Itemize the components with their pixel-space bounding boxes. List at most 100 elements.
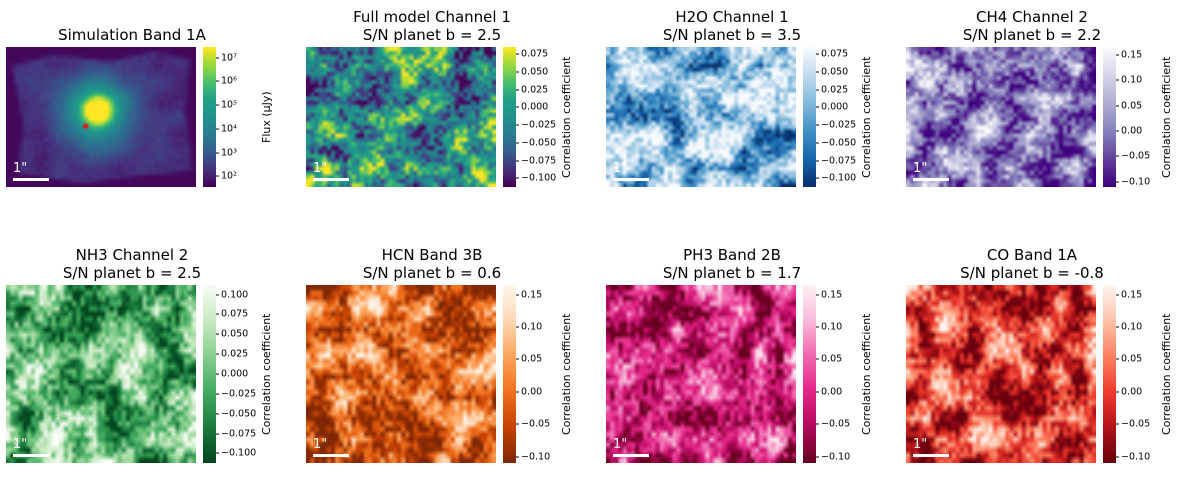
tick-mark bbox=[216, 452, 219, 454]
colorbar: 0.15 0.10 0.05 0.00 −0.05 −0.10 bbox=[803, 285, 860, 463]
tick-mark bbox=[516, 423, 519, 425]
tick-label: 0.050 bbox=[821, 66, 849, 78]
panel-h2o-channel-1: H2O Channel 1 S/N planet b = 3.5 1" 0.07… bbox=[600, 0, 900, 216]
heatmap: 1" bbox=[6, 285, 196, 463]
tick-label: −0.05 bbox=[821, 418, 851, 430]
panel-header: HCN Band 3B S/N planet b = 0.6 bbox=[306, 244, 558, 282]
tick-mark bbox=[516, 106, 519, 108]
panel-body: 1" 0.15 0.10 0.05 0.00 −0.05 −0.10 Correlatio… bbox=[906, 285, 1200, 463]
colorbar: 0.15 0.10 0.05 0.00 −0.05 −0.10 bbox=[503, 285, 560, 463]
tick-mark bbox=[1116, 294, 1119, 296]
colorbar-gradient bbox=[203, 285, 216, 463]
panel-full-model-channel-1: Full model Channel 1 S/N planet b = 2.5 … bbox=[300, 0, 600, 216]
heatmap-canvas bbox=[6, 47, 196, 187]
scalebar-label: 1" bbox=[913, 161, 928, 176]
colorbar-tick: 10³ bbox=[216, 147, 237, 158]
colorbar-label: Correlation coefficient bbox=[560, 56, 573, 178]
colorbar-tick: 0.025 bbox=[516, 84, 548, 95]
colorbar-tick: 0.050 bbox=[216, 329, 248, 340]
scalebar: 1" bbox=[913, 162, 949, 181]
heatmap: 1" bbox=[606, 47, 796, 187]
colorbar-tick: −0.025 bbox=[816, 120, 856, 131]
scalebar-line bbox=[313, 178, 349, 181]
tick-mark bbox=[1116, 326, 1119, 328]
colorbar-tick: 10⁵ bbox=[216, 100, 237, 111]
tick-mark bbox=[1116, 105, 1119, 107]
colorbar-tick: 0.100 bbox=[216, 289, 248, 300]
tick-mark bbox=[1116, 155, 1119, 157]
panel-co-band-1a: CO Band 1A S/N planet b = -0.8 1" 0.15 0.… bbox=[900, 216, 1200, 482]
tick-mark bbox=[1116, 423, 1119, 425]
tick-label: −0.075 bbox=[821, 155, 857, 167]
scalebar: 1" bbox=[613, 162, 649, 181]
tick-mark bbox=[816, 160, 819, 162]
colorbar-ticks: 0.15 0.10 0.05 0.00 −0.05 −0.10 bbox=[1116, 47, 1160, 187]
colorbar-tick: 0.05 bbox=[516, 354, 542, 365]
scalebar-line bbox=[913, 178, 949, 181]
colorbar-tick: 0.075 bbox=[516, 49, 548, 60]
tick-label: 0.000 bbox=[521, 101, 549, 113]
scalebar-label: 1" bbox=[313, 161, 328, 176]
panel-title: PH3 Band 2B bbox=[683, 246, 781, 264]
tick-label: 0.15 bbox=[521, 289, 543, 301]
tick-label: −0.075 bbox=[221, 428, 257, 440]
panel-title: Simulation Band 1A bbox=[58, 26, 206, 44]
colorbar: 0.15 0.10 0.05 0.00 −0.05 −0.10 bbox=[1103, 47, 1160, 187]
tick-label: 0.10 bbox=[1121, 74, 1143, 86]
scalebar: 1" bbox=[13, 438, 49, 457]
tick-label: −0.100 bbox=[221, 447, 257, 459]
colorbar-ticks: 0.15 0.10 0.05 0.00 −0.05 −0.10 bbox=[516, 285, 560, 463]
colorbar-gradient bbox=[1103, 285, 1116, 463]
tick-label: 0.05 bbox=[1121, 353, 1143, 365]
colorbar-ticks: 0.100 0.075 0.050 0.025 0.000 −0.025 −0.050 −0.… bbox=[216, 285, 260, 463]
colorbar-tick: −0.075 bbox=[516, 155, 556, 166]
tick-mark bbox=[516, 358, 519, 360]
colorbar-tick: 0.10 bbox=[1116, 322, 1142, 333]
tick-label: −0.10 bbox=[1121, 176, 1151, 188]
colorbar-tick: −0.025 bbox=[516, 120, 556, 131]
scalebar-line bbox=[613, 454, 649, 457]
panel-header: H2O Channel 1 S/N planet b = 3.5 bbox=[606, 6, 858, 44]
colorbar-tick: 0.15 bbox=[816, 289, 842, 300]
colorbar-tick: −0.05 bbox=[1116, 419, 1150, 430]
tick-mark bbox=[216, 128, 219, 130]
panel-ph3-band-2b: PH3 Band 2B S/N planet b = 1.7 1" 0.15 0.… bbox=[600, 216, 900, 482]
panel-hcn-band-3b: HCN Band 3B S/N planet b = 0.6 1" 0.15 0.… bbox=[300, 216, 600, 482]
colorbar-gradient bbox=[1103, 47, 1116, 187]
colorbar-tick: −0.075 bbox=[816, 155, 856, 166]
tick-mark bbox=[516, 177, 519, 179]
tick-mark bbox=[816, 391, 819, 393]
tick-label: −0.100 bbox=[521, 172, 557, 184]
tick-label: −0.10 bbox=[1121, 451, 1151, 463]
colorbar: 0.075 0.050 0.025 0.000 −0.025 −0.050 −0.075 −0… bbox=[503, 47, 560, 187]
colorbar-tick: −0.05 bbox=[516, 419, 550, 430]
panel-header: Simulation Band 1A bbox=[6, 6, 258, 44]
tick-mark bbox=[1116, 130, 1119, 132]
colorbar-tick: −0.05 bbox=[1116, 151, 1150, 162]
tick-mark bbox=[1116, 391, 1119, 393]
scalebar: 1" bbox=[313, 438, 349, 457]
heatmap-canvas bbox=[606, 285, 796, 463]
tick-mark bbox=[816, 142, 819, 144]
colorbar-tick: 0.15 bbox=[1116, 289, 1142, 300]
tick-label: −0.05 bbox=[521, 418, 551, 430]
colorbar-ticks: 0.15 0.10 0.05 0.00 −0.05 −0.10 bbox=[816, 285, 860, 463]
heatmap: 1" bbox=[306, 47, 496, 187]
tick-mark bbox=[816, 71, 819, 73]
colorbar-tick: −0.050 bbox=[516, 137, 556, 148]
colorbar-tick: 10⁶ bbox=[216, 76, 237, 87]
tick-label: −0.10 bbox=[821, 451, 851, 463]
tick-mark bbox=[516, 124, 519, 126]
tick-label: 0.10 bbox=[1121, 321, 1143, 333]
colorbar-tick: −0.100 bbox=[216, 448, 256, 459]
scalebar-line bbox=[13, 454, 49, 457]
colorbar-tick: −0.100 bbox=[516, 173, 556, 184]
tick-label: 0.050 bbox=[521, 66, 549, 78]
tick-label: 0.10 bbox=[521, 321, 543, 333]
heatmap-canvas bbox=[906, 47, 1096, 187]
panel-nh3-channel-2: NH3 Channel 2 S/N planet b = 2.5 1" 0.10… bbox=[0, 216, 300, 482]
colorbar-tick: 0.00 bbox=[816, 386, 842, 397]
tick-label: 0.100 bbox=[221, 289, 249, 301]
tick-mark bbox=[816, 89, 819, 91]
tick-mark bbox=[216, 413, 219, 415]
